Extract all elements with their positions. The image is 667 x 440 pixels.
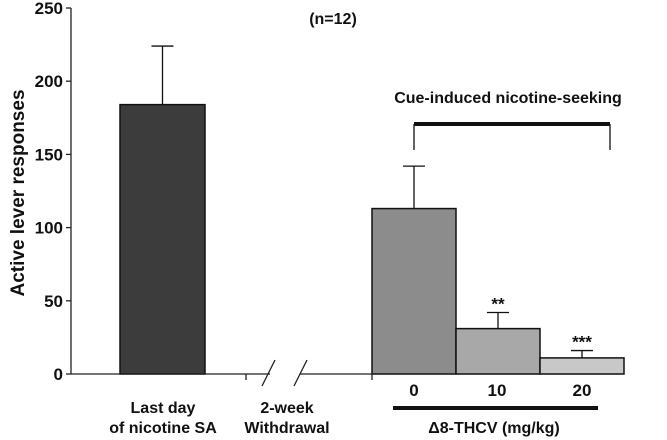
sample-size-annotation: (n=12) <box>309 11 357 28</box>
y-tick-label-250: 250 <box>35 0 63 18</box>
x-label-dose-0: 0 <box>409 381 418 400</box>
significance-marker-dose-10: ** <box>491 295 505 314</box>
y-tick-labels: 0 50 100 150 200 250 <box>35 0 63 384</box>
bar-last-day <box>119 103 206 375</box>
x-label-last-day-line2: of nicotine SA <box>109 420 217 437</box>
bar-dose-0 <box>371 207 457 375</box>
y-tick-label-100: 100 <box>35 219 63 238</box>
x-label-dose-10: 10 <box>488 381 507 400</box>
bar-dose-20 <box>539 357 625 375</box>
x-label-withdrawal-line2: Withdrawal <box>244 420 329 437</box>
x-label-withdrawal-line1: 2-week <box>260 400 313 417</box>
axis-break-mark-right <box>293 359 308 387</box>
bars-layer: ***** <box>119 45 625 375</box>
axis-break-mark-left <box>261 359 276 387</box>
treatment-label: Δ8-THCV (mg/kg) <box>428 420 560 437</box>
x-label-dose-20: 20 <box>573 381 592 400</box>
y-tick-label-50: 50 <box>44 292 63 311</box>
y-tick-label-200: 200 <box>35 72 63 91</box>
bracket-label: Cue-induced nicotine-seeking <box>394 90 622 107</box>
bar-dose-10 <box>455 327 541 375</box>
y-tick-label-150: 150 <box>35 145 63 164</box>
y-tick-label-0: 0 <box>54 365 63 384</box>
significance-marker-dose-20: *** <box>572 333 592 352</box>
y-axis-label: Active lever responses <box>8 89 29 296</box>
y-tick-marks <box>66 7 71 375</box>
x-label-last-day-line1: Last day <box>131 400 196 417</box>
